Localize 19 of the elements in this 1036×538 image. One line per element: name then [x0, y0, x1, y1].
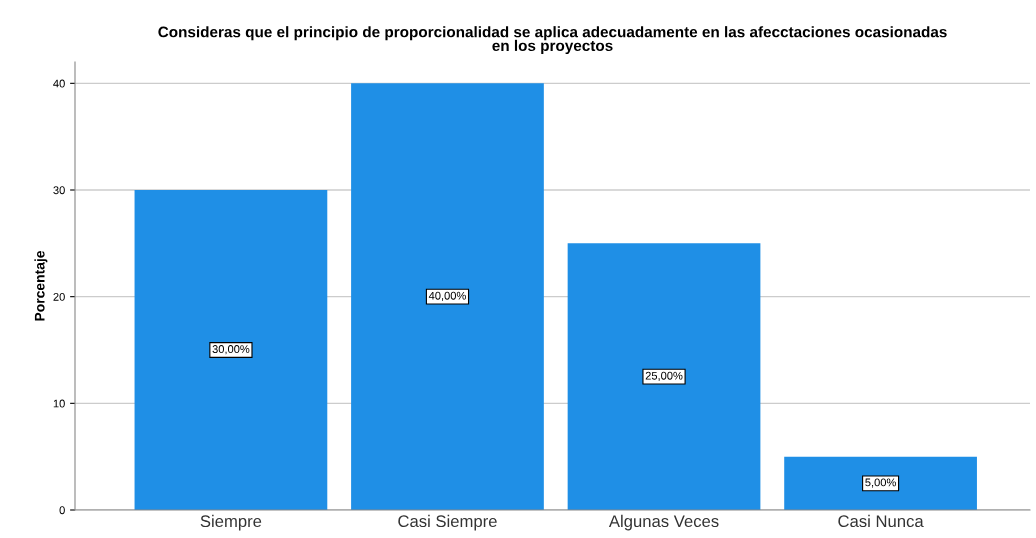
data-label: 25,00% — [645, 371, 683, 381]
data-label: 40,00% — [428, 291, 466, 301]
y-tick-label: 40 — [53, 79, 65, 88]
data-label: 5,00% — [865, 478, 896, 488]
bar — [567, 243, 761, 510]
bar — [134, 190, 328, 510]
data-label: 30,00% — [212, 345, 250, 355]
y-axis-title: Porcentaje — [34, 250, 48, 321]
chart-title: Consideras que el principio de proporcionalidad se aplica adecuadamente en las afecctaciones ocasionadas en los proyectos — [158, 26, 947, 55]
y-tick-label: 0 — [59, 506, 65, 515]
y-tick-label: 20 — [53, 292, 65, 301]
x-tick-label: Algunas Veces — [608, 514, 719, 531]
bar — [784, 456, 977, 510]
x-tick-label: Casi Nunca — [838, 514, 924, 528]
x-tick-label: Siempre — [200, 514, 262, 531]
x-tick-label: Casi Siempre — [398, 514, 497, 531]
y-tick-label: 10 — [53, 399, 65, 408]
y-tick-label: 30 — [53, 186, 65, 195]
bar — [351, 83, 544, 510]
